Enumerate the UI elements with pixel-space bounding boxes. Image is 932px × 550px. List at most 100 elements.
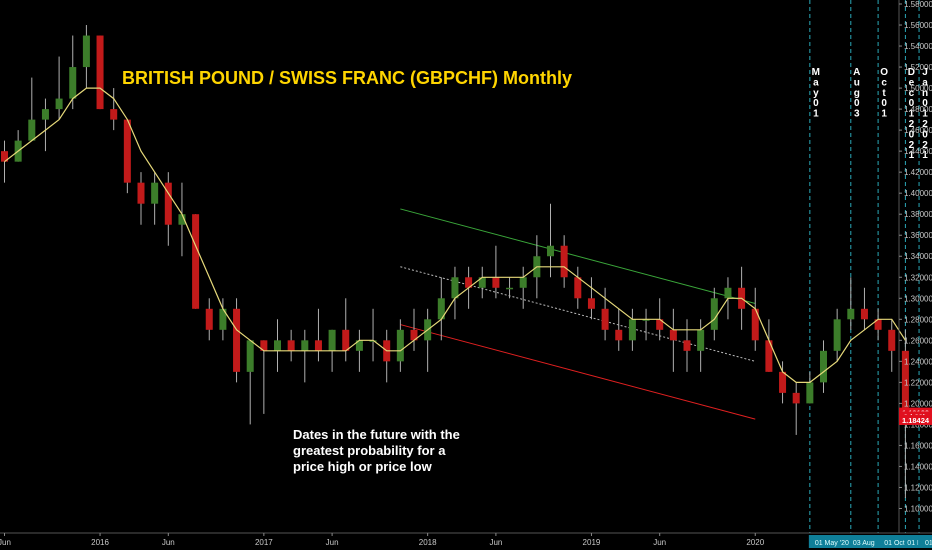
candle-body-down — [669, 329, 677, 341]
price-tick-label: 1.24000 — [904, 357, 932, 366]
price-tags: 1.191232d 23h1.18424 — [899, 407, 932, 425]
price-tick-label: 1.58000 — [904, 0, 932, 9]
future-date-label: c — [881, 77, 887, 88]
time-tick-label: Jun — [326, 538, 339, 547]
future-date-label: c — [909, 88, 915, 99]
price-tick-label: 1.44000 — [904, 147, 932, 156]
candle-body-down — [683, 340, 691, 351]
candle-body-up — [369, 340, 377, 342]
candle-body-down — [314, 340, 322, 351]
candle-body-down — [164, 182, 172, 225]
candle-body-up — [82, 35, 90, 68]
candle-body-down — [779, 371, 787, 393]
candle-body-up — [506, 287, 514, 290]
candle-body-down — [492, 277, 500, 288]
future-date-axis-label: 01 Jan '21 — [925, 540, 932, 547]
candle-body-down — [96, 35, 104, 110]
future-date-label: n — [922, 88, 928, 99]
candle-body-up — [41, 109, 49, 120]
future-date-axis-label: 03 Aug — [853, 540, 875, 547]
future-date-label: 3 — [854, 109, 860, 120]
trendlines — [400, 208, 756, 420]
future-date-label: D — [908, 67, 915, 78]
candle-body-down — [765, 340, 773, 372]
candle-body-up — [246, 340, 254, 372]
future-date-label: 1 — [881, 109, 887, 120]
candle-body-up — [628, 319, 636, 341]
moving-average-line — [4, 87, 906, 383]
candle-body-up — [219, 308, 227, 330]
candle-body-down — [465, 277, 473, 288]
future-date-label: 0 — [922, 129, 928, 140]
future-date-label: 1 — [909, 109, 915, 120]
candle-body-down — [233, 308, 241, 372]
candle-body-up — [478, 277, 486, 288]
future-date-label: 2 — [922, 119, 928, 130]
candle-body-down — [1, 151, 8, 162]
price-tick-label: 1.16000 — [904, 441, 932, 450]
future-date-label: 1 — [922, 150, 928, 161]
candle-body-up — [806, 382, 814, 404]
candle-body-down — [560, 245, 568, 278]
future-date-label: u — [854, 77, 860, 88]
annotation-line-1: Dates in the future with the — [293, 427, 460, 442]
candle-body-down — [901, 350, 909, 414]
price-tick-label: 1.34000 — [904, 252, 932, 261]
future-date-label: 2 — [909, 119, 915, 130]
candle-body-down — [110, 109, 118, 120]
price-tick-label: 1.38000 — [904, 210, 932, 219]
future-date-axis-tag — [849, 535, 878, 548]
future-date-label: 2 — [909, 140, 915, 151]
candle-body-down — [205, 308, 213, 330]
price-tick-label: 1.14000 — [904, 462, 932, 471]
future-date-label: g — [854, 88, 860, 99]
candlestick-series — [1, 25, 909, 498]
price-tick-label: 1.36000 — [904, 231, 932, 240]
candle-body-up — [355, 340, 363, 351]
price-tick-label: 1.52000 — [904, 63, 932, 72]
price-tick-label: 1.40000 — [904, 189, 932, 198]
lower-trendline — [400, 324, 756, 420]
price-tick-label: 1.50000 — [904, 84, 932, 93]
candle-body-up — [697, 329, 705, 351]
candle-body-up — [642, 319, 650, 321]
candle-body-down — [342, 329, 350, 351]
time-tick-label: 2019 — [583, 538, 601, 547]
price-tick-label: 1.20000 — [904, 399, 932, 408]
candle-body-down — [260, 340, 268, 351]
price-tick-label: 1.42000 — [904, 168, 932, 177]
candle-body-up — [55, 98, 63, 110]
mid-trendline — [400, 266, 756, 362]
future-date-axis-tag — [918, 535, 932, 548]
candle-body-up — [28, 119, 36, 141]
time-tick-label: 2016 — [91, 538, 109, 547]
price-tick-label: 1.10000 — [904, 504, 932, 513]
price-tick-label: 1.22000 — [904, 378, 932, 387]
candle-body-up — [328, 329, 336, 351]
future-date-label: e — [909, 77, 915, 88]
candle-body-down — [137, 182, 145, 204]
candle-body-up — [274, 340, 281, 351]
future-date-axis-label: 01 May '20 — [815, 540, 849, 547]
future-date-label: a — [922, 77, 928, 88]
candle-body-up — [437, 298, 445, 320]
future-date-label: 0 — [813, 98, 819, 109]
future-date-lines: May01Aug03Oct01Dec012021Jan012021Feb0120… — [809, 0, 928, 533]
upper-trendline — [400, 208, 756, 305]
candle-body-down — [574, 277, 582, 299]
candle-body-down — [888, 329, 896, 351]
future-date-label: 0 — [881, 98, 887, 109]
future-date-label: 0 — [909, 98, 915, 109]
time-tick-label: Jun — [162, 538, 175, 547]
price-tick-label: 1.48000 — [904, 105, 932, 114]
time-axis: Jun2016Jun2017Jun2018Jun2019Jun2020Jun01… — [0, 532, 932, 548]
time-tick-label: 2018 — [419, 538, 437, 547]
time-tick-label: 2017 — [255, 538, 273, 547]
price-tick-label: 1.28000 — [904, 315, 932, 324]
candle-body-down — [410, 329, 418, 341]
future-date-label: 0 — [909, 129, 915, 140]
candle-body-up — [820, 350, 827, 383]
future-date-label: a — [813, 77, 819, 88]
candle-body-up — [301, 340, 309, 351]
